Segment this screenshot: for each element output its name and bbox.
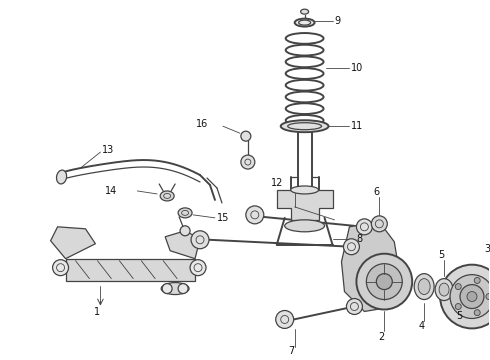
Bar: [66, 259, 195, 280]
Text: 12: 12: [270, 178, 283, 188]
Ellipse shape: [291, 186, 318, 194]
Ellipse shape: [435, 279, 453, 301]
Circle shape: [474, 278, 480, 283]
Circle shape: [241, 155, 255, 169]
Ellipse shape: [56, 170, 67, 184]
Ellipse shape: [285, 220, 324, 232]
Text: 6: 6: [373, 187, 379, 197]
Text: 10: 10: [351, 63, 364, 73]
Circle shape: [52, 260, 69, 276]
Circle shape: [450, 275, 490, 319]
Circle shape: [241, 131, 251, 141]
Circle shape: [346, 298, 363, 315]
Text: 5: 5: [438, 250, 444, 260]
Text: 7: 7: [289, 346, 295, 356]
Circle shape: [246, 206, 264, 224]
Text: 5: 5: [456, 311, 462, 321]
Circle shape: [276, 310, 294, 328]
Circle shape: [356, 219, 372, 235]
Text: 11: 11: [351, 121, 364, 131]
Circle shape: [162, 284, 172, 293]
Text: 16: 16: [196, 119, 208, 129]
Circle shape: [455, 284, 461, 289]
Circle shape: [367, 264, 402, 300]
Ellipse shape: [161, 283, 189, 294]
Text: 8: 8: [356, 234, 363, 244]
Text: 3: 3: [484, 244, 490, 254]
Circle shape: [440, 265, 490, 328]
Ellipse shape: [414, 274, 434, 300]
Text: 13: 13: [102, 145, 115, 155]
Circle shape: [190, 260, 206, 276]
Polygon shape: [342, 222, 399, 311]
Text: 4: 4: [418, 321, 424, 332]
Circle shape: [376, 274, 392, 289]
Circle shape: [343, 239, 359, 255]
Circle shape: [180, 226, 190, 236]
Text: 2: 2: [378, 332, 385, 342]
Ellipse shape: [160, 191, 174, 201]
Circle shape: [467, 292, 477, 302]
Circle shape: [455, 303, 461, 310]
Text: 9: 9: [335, 15, 341, 26]
Ellipse shape: [301, 9, 309, 14]
Polygon shape: [165, 231, 200, 259]
Circle shape: [460, 285, 484, 309]
Text: 15: 15: [217, 213, 229, 223]
Circle shape: [474, 310, 480, 316]
Polygon shape: [50, 227, 96, 259]
Polygon shape: [277, 190, 333, 220]
Circle shape: [191, 231, 209, 249]
Circle shape: [371, 216, 387, 232]
Ellipse shape: [281, 120, 328, 132]
Ellipse shape: [418, 279, 430, 294]
Circle shape: [178, 284, 188, 293]
Ellipse shape: [178, 208, 192, 218]
Text: 14: 14: [105, 186, 118, 196]
Circle shape: [356, 254, 412, 310]
Text: 1: 1: [95, 307, 100, 318]
Circle shape: [486, 293, 490, 300]
Ellipse shape: [294, 19, 315, 27]
Ellipse shape: [439, 283, 449, 296]
